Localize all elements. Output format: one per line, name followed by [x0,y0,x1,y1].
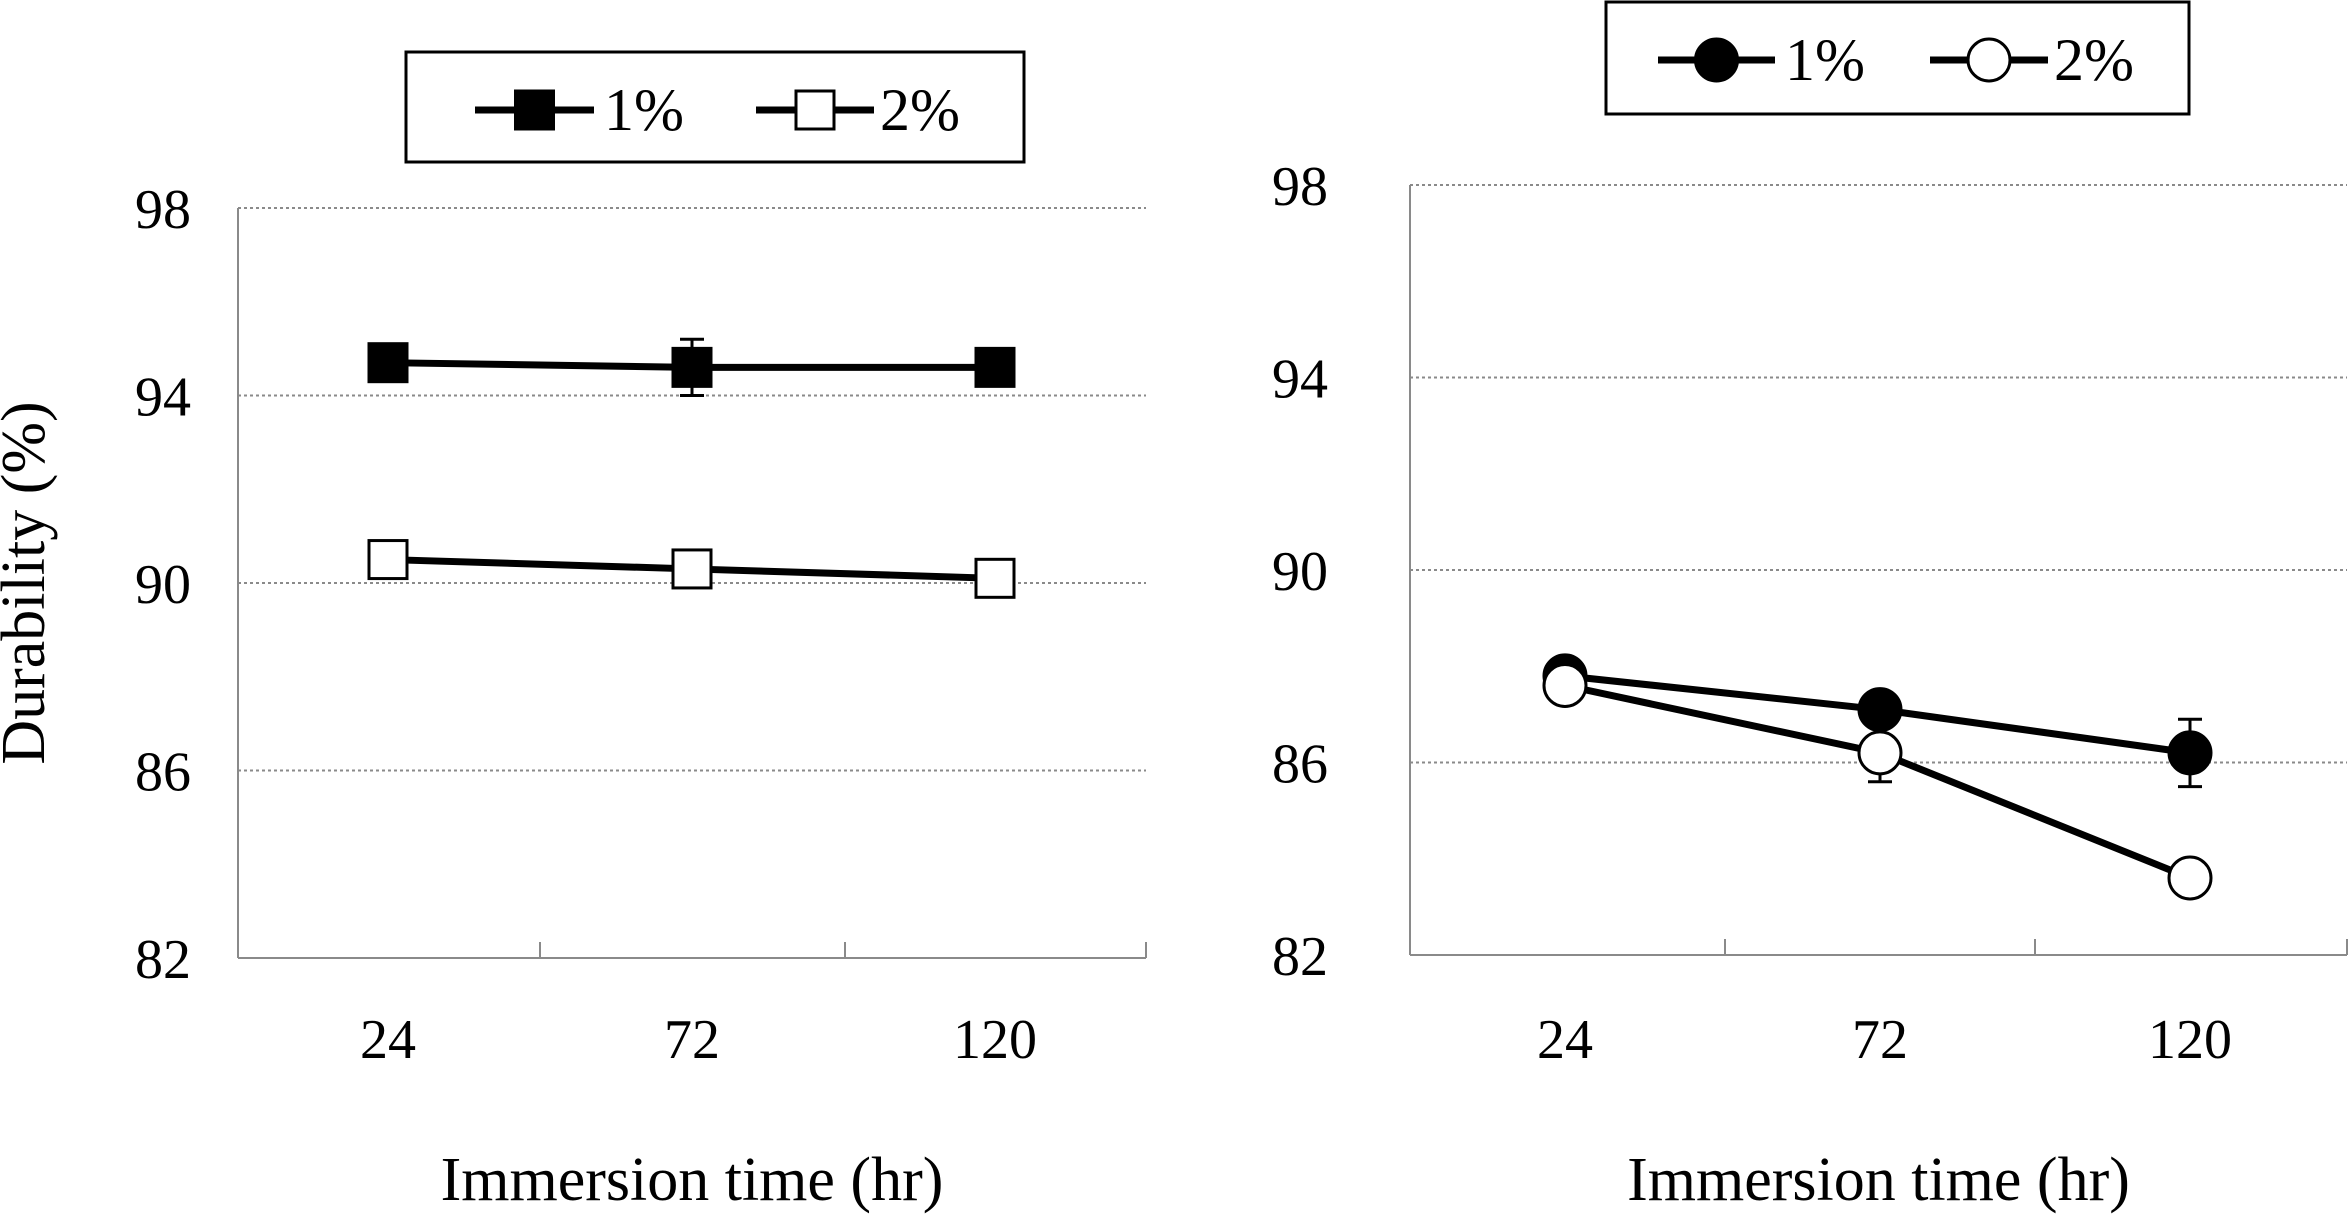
y-tick-label: 98 [1272,156,1328,218]
y-tick-label: 82 [135,929,191,991]
data-point [1542,663,1588,708]
x-axis-title: Immersion time (hr) [441,1146,944,1214]
chart-1: 82 86 90 94 98 24 72 120 Immersion time (hr) Dura… [0,50,1147,1214]
x-tick-label: 24 [1537,1009,1593,1071]
y-tick-label: 90 [1272,541,1328,603]
y-axis-title: Durability (%) [0,401,58,764]
legend-marker [794,89,836,131]
data-point [2167,730,2213,776]
chart-2: 82 86 90 94 98 24 72 120 Immersion time (hr) 1% 2% [1272,0,2348,1214]
data-point [974,557,1016,599]
legend-marker [1694,37,1739,83]
y-tick-label: 98 [135,179,191,241]
legend-marker [1966,37,2012,83]
data-point [367,342,409,384]
series-2 [1542,663,2213,901]
y-tick-label: 94 [1272,349,1328,411]
legend-label: 2% [2054,27,2134,93]
legend-label: 2% [880,77,960,143]
x-tick-label: 120 [2148,1009,2232,1071]
data-point [2167,855,2213,901]
y-tick-label: 90 [135,554,191,616]
y-tick-label: 86 [1272,734,1328,796]
y-tick-label: 82 [1272,926,1328,988]
legend-label: 1% [604,77,684,143]
x-tick-label: 24 [360,1009,416,1071]
y-tick-label: 94 [135,367,191,429]
data-point [1857,730,1903,776]
x-tick-label: 72 [1852,1009,1908,1071]
data-point [671,548,713,590]
data-point [974,346,1016,388]
x-tick-label: 72 [664,1009,720,1071]
series-1 [367,337,1016,397]
data-point [367,539,409,581]
x-axis-title: Immersion time (hr) [1627,1146,2130,1214]
y-tick-label: 86 [135,742,191,804]
legend: 1% 2% [1604,0,2191,116]
legend-marker [514,89,555,131]
series-2 [367,539,1016,599]
data-point [671,346,713,388]
legend: 1% 2% [404,50,1026,164]
x-tick-label: 120 [953,1009,1037,1071]
legend-label: 1% [1785,27,1865,93]
